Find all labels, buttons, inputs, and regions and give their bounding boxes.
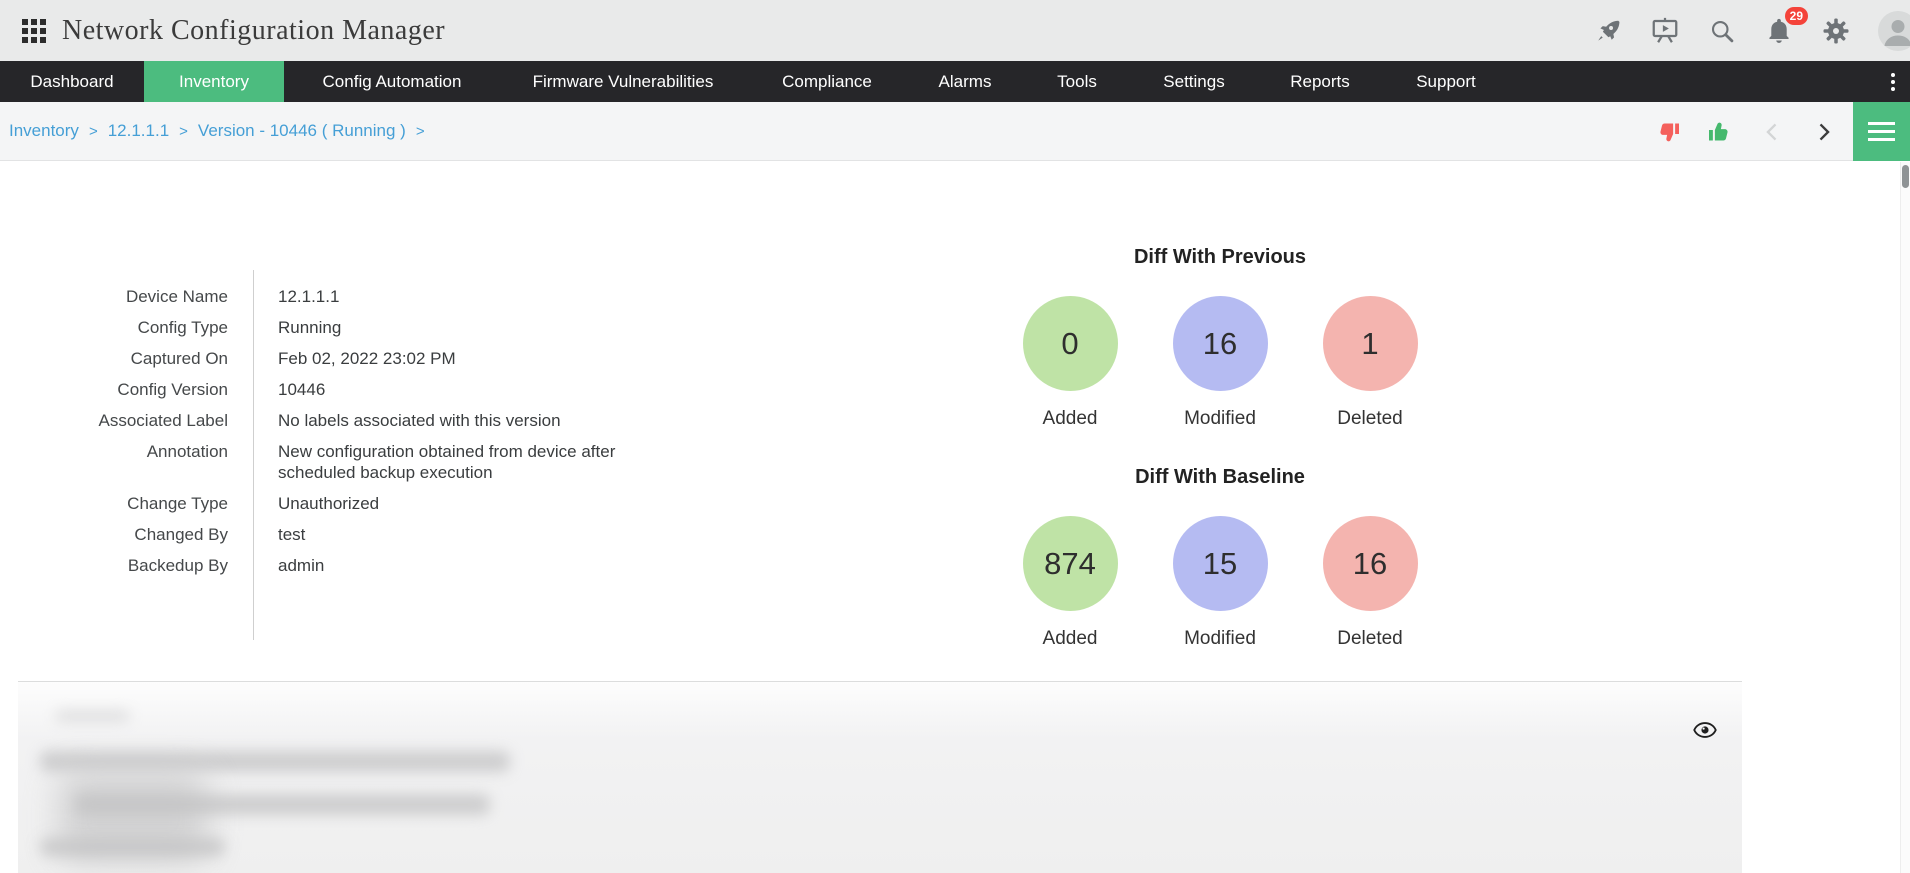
thumbs-up-icon[interactable] [1705, 117, 1735, 147]
diff-baseline-added-count[interactable]: 874 [1022, 516, 1118, 611]
detail-label: Change Type [127, 494, 228, 513]
tab-reports[interactable]: Reports [1290, 71, 1350, 91]
detail-label: Device Name [125, 287, 228, 306]
diff-previous-added-label: Added [1042, 408, 1098, 429]
diff-previous-modified-count[interactable]: 16 [1172, 296, 1268, 391]
diff-baseline-deleted-label: Deleted [1337, 628, 1403, 649]
tab-firmware-vulnerabilities[interactable]: Firmware Vulnerabilities [532, 71, 714, 91]
details-divider [253, 270, 254, 640]
detail-label: Annotation [146, 442, 228, 461]
diff-with-baseline-panel: Diff With Baseline 874 Added 15 Modified… [1000, 466, 1440, 650]
diff-with-previous-panel: Diff With Previous 0 Added 16 Modified 1… [1000, 246, 1440, 430]
diff-previous-deleted-count[interactable]: 1 [1322, 296, 1418, 391]
scrollbar-thumb[interactable] [1902, 165, 1909, 188]
breadcrumb-device[interactable]: 12.1.1.1 [107, 121, 170, 140]
diff-baseline-added-label: Added [1042, 628, 1098, 649]
top-header: Network Configuration Manager [0, 0, 1910, 61]
detail-row-changed-by: Changed By test [15, 524, 655, 545]
rocket-icon[interactable] [1593, 16, 1623, 46]
detail-row-device-name: Device Name 12.1.1.1 [15, 286, 655, 307]
detail-label: Associated Label [98, 411, 228, 430]
detail-label: Changed By [134, 525, 228, 544]
detail-row-associated-label: Associated Label No labels associated wi… [15, 410, 655, 431]
diff-previous-added: 0 Added [1000, 296, 1140, 430]
app-grid-icon[interactable] [22, 18, 46, 43]
diff-previous-modified-label: Modified [1184, 408, 1256, 429]
main-nav: Dashboard Inventory Config Automation Fi… [0, 61, 1910, 102]
diff-previous-deleted-label: Deleted [1337, 408, 1403, 429]
blurred-config-text [40, 838, 225, 856]
diff-baseline-added: 874 Added [1000, 516, 1140, 650]
notifications-bell-icon[interactable]: 29 [1764, 6, 1808, 46]
diff-previous-row: 0 Added 16 Modified 1 Deleted [1000, 296, 1440, 430]
device-details: Device Name 12.1.1.1 Config Type Running… [15, 270, 655, 640]
breadcrumb-inventory[interactable]: Inventory [9, 121, 79, 140]
settings-gear-icon[interactable] [1821, 16, 1851, 46]
breadcrumb-separator: > [88, 122, 98, 140]
notification-badge: 29 [1784, 6, 1808, 25]
detail-value: 10446 [278, 380, 326, 399]
detail-label: Config Version [117, 380, 228, 399]
diff-baseline-modified-count[interactable]: 15 [1172, 516, 1268, 611]
detail-value: New configuration obtained from device a… [278, 442, 616, 482]
presentation-play-icon[interactable] [1650, 16, 1680, 46]
detail-row-config-type: Config Type Running [15, 317, 655, 338]
breadcrumb-separator: > [179, 122, 188, 140]
tab-inventory[interactable]: Inventory [144, 61, 284, 102]
tab-config-automation[interactable]: Config Automation [322, 71, 462, 91]
detail-value: Unauthorized [278, 494, 380, 513]
detail-row-captured-on: Captured On Feb 02, 2022 23:02 PM [15, 348, 655, 369]
tab-alarms[interactable]: Alarms [938, 71, 992, 91]
breadcrumb-version[interactable]: Version - 10446 ( Running ) [197, 121, 406, 140]
config-preview-panel [18, 681, 1742, 873]
detail-row-change-type: Change Type Unauthorized [15, 493, 655, 514]
chevron-left-icon[interactable] [1757, 117, 1787, 147]
tab-tools[interactable]: Tools [1057, 71, 1097, 91]
detail-row-backedup-by: Backedup By admin [15, 555, 655, 576]
detail-value: admin [278, 556, 325, 575]
tab-compliance[interactable]: Compliance [782, 71, 872, 91]
diff-baseline-modified-label: Modified [1184, 628, 1256, 649]
diff-baseline-deleted-count[interactable]: 16 [1322, 516, 1418, 611]
breadcrumb-separator: > [415, 122, 425, 140]
detail-row-annotation: Annotation New configuration obtained fr… [15, 441, 655, 483]
version-actions [1653, 102, 1853, 161]
diff-baseline-row: 874 Added 15 Modified 16 Deleted [1000, 516, 1440, 650]
version-menu-button[interactable] [1853, 102, 1910, 161]
tab-settings[interactable]: Settings [1163, 71, 1225, 91]
chevron-right-icon[interactable] [1809, 117, 1839, 147]
thumbs-down-icon[interactable] [1653, 117, 1683, 147]
header-actions: 29 [1593, 0, 1910, 61]
diff-baseline-title: Diff With Baseline [1135, 466, 1305, 488]
detail-value: 12.1.1.1 [278, 287, 340, 306]
blurred-config-text [75, 794, 490, 815]
detail-value: Running [278, 318, 342, 337]
detail-row-config-version: Config Version 10446 [15, 379, 655, 400]
detail-label: Captured On [130, 349, 228, 368]
diff-previous-added-count[interactable]: 0 [1022, 296, 1118, 391]
diff-previous-modified: 16 Modified [1150, 296, 1290, 430]
diff-baseline-deleted: 16 Deleted [1300, 516, 1440, 650]
blurred-config-text [55, 710, 130, 722]
vertical-scrollbar[interactable] [1900, 162, 1910, 873]
detail-label: Config Type [137, 318, 228, 337]
search-icon[interactable] [1707, 16, 1737, 46]
tab-dashboard[interactable]: Dashboard [30, 71, 114, 91]
breadcrumb-bar: Inventory > 12.1.1.1 > Version - 10446 (… [0, 102, 1910, 161]
nav-overflow-menu-icon[interactable] [1885, 61, 1901, 102]
diff-previous-deleted: 1 Deleted [1300, 296, 1440, 430]
breadcrumb: Inventory > 12.1.1.1 > Version - 10446 (… [9, 121, 425, 141]
tab-support[interactable]: Support [1416, 71, 1476, 91]
detail-label: Backedup By [127, 556, 228, 575]
detail-value: Feb 02, 2022 23:02 PM [278, 349, 456, 368]
show-config-eye-icon[interactable] [1685, 710, 1725, 750]
diff-baseline-modified: 15 Modified [1150, 516, 1290, 650]
page-title: Network Configuration Manager [62, 14, 446, 46]
detail-value: test [278, 525, 306, 544]
detail-value: No labels associated with this version [278, 411, 561, 430]
diff-previous-title: Diff With Previous [1133, 246, 1307, 268]
user-avatar[interactable] [1878, 10, 1910, 51]
blurred-config-text [40, 751, 510, 772]
